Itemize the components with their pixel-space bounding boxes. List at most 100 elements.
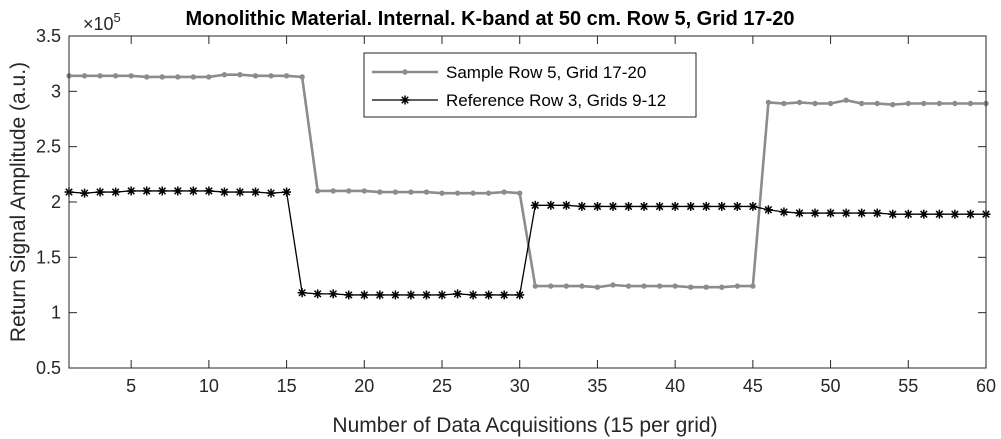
data-point (903, 209, 913, 219)
data-point (656, 283, 663, 289)
data-point (717, 201, 727, 211)
data-point (561, 200, 571, 210)
series-1 (66, 72, 989, 290)
data-point (359, 290, 369, 300)
data-point (251, 187, 261, 197)
data-point (219, 187, 229, 197)
chart-title: Monolithic Material. Internal. K-band at… (185, 8, 794, 30)
data-point (377, 189, 383, 195)
data-point (794, 208, 804, 218)
data-point (872, 208, 882, 218)
data-point (297, 288, 307, 298)
data-point (625, 283, 632, 289)
data-point (532, 283, 538, 289)
data-point (299, 74, 305, 80)
data-point (423, 189, 430, 195)
data-point (142, 186, 152, 196)
data-point (375, 290, 385, 300)
data-point (734, 283, 741, 289)
data-point (282, 187, 292, 197)
x-tick-label: 25 (432, 376, 452, 396)
data-point (765, 99, 772, 106)
data-point (252, 73, 259, 79)
data-point (687, 284, 694, 290)
axis-ticks: 5 10 15 20 25 30 35 40 45 50 55 60 0.5 1 1.5 2 2.5 3 3.5 (36, 26, 996, 396)
data-point (159, 74, 165, 80)
y-tick-label: 1.5 (36, 247, 61, 267)
data-point (390, 290, 400, 300)
legend-item: Reference Row 3, Grids 9-12 (372, 91, 666, 110)
data-point (439, 190, 445, 196)
data-point (188, 186, 198, 196)
data-point (950, 209, 960, 219)
x-tick-label: 35 (587, 376, 607, 396)
data-point (111, 187, 121, 197)
y-tick-label: 3 (51, 81, 61, 101)
data-point (144, 74, 150, 80)
x-axis-label: Number of Data Acquisitions (15 per grid… (332, 414, 717, 437)
legend-label: Reference Row 3, Grids 9-12 (446, 91, 666, 110)
data-point (827, 100, 834, 107)
data-point (126, 186, 136, 196)
data-point (608, 201, 618, 211)
data-point (936, 100, 943, 107)
data-point (703, 284, 709, 290)
data-point (453, 289, 463, 299)
data-point (592, 201, 602, 211)
x-tick-label: 5 (126, 376, 136, 396)
data-point (485, 190, 492, 196)
x-tick-label: 20 (354, 376, 374, 396)
data-point (330, 188, 336, 194)
data-point (314, 188, 321, 194)
data-point (967, 100, 974, 107)
data-point (128, 73, 134, 79)
plot-area-frame (68, 35, 987, 369)
data-point (548, 283, 554, 289)
data-point (763, 205, 773, 215)
y-tick-label: 3.5 (36, 26, 61, 46)
data-point (719, 284, 725, 290)
data-point (579, 283, 585, 289)
data-point (594, 284, 601, 290)
data-point (313, 289, 323, 299)
data-point (841, 208, 851, 218)
data-point (175, 74, 181, 80)
data-point (655, 201, 665, 211)
data-point (748, 201, 758, 211)
x-tick-label: 50 (821, 376, 841, 396)
y-multiplier-exponent: 5 (114, 10, 121, 25)
data-point (701, 201, 711, 211)
data-point (266, 188, 276, 198)
data-point (843, 97, 849, 103)
legend-item: Sample Row 5, Grid 17-20 (372, 63, 646, 82)
data-point (686, 201, 696, 211)
data-point (190, 74, 197, 80)
data-point (499, 290, 509, 300)
data-point (874, 100, 880, 107)
data-point (750, 283, 756, 289)
data-point (454, 190, 461, 196)
data-point (221, 72, 228, 78)
x-tick-label: 30 (510, 376, 530, 396)
data-point (888, 209, 898, 219)
data-point (624, 201, 634, 211)
data-point (577, 201, 587, 211)
data-point (919, 209, 929, 219)
data-point (857, 208, 867, 218)
legend-label: Sample Row 5, Grid 17-20 (446, 63, 646, 82)
data-point (237, 72, 243, 78)
data-point (484, 290, 494, 300)
data-point (546, 200, 556, 210)
data-point (515, 290, 525, 300)
data-point (501, 189, 507, 195)
data-point (934, 209, 944, 219)
x-tick-label: 40 (665, 376, 685, 396)
data-point (437, 290, 447, 300)
data-point (206, 74, 212, 80)
data-point (905, 100, 911, 107)
legend: Sample Row 5, Grid 17-20 Reference Row 3,… (363, 52, 697, 118)
data-point (361, 188, 368, 194)
y-tick-label: 0.5 (36, 358, 61, 378)
data-point (80, 188, 90, 198)
